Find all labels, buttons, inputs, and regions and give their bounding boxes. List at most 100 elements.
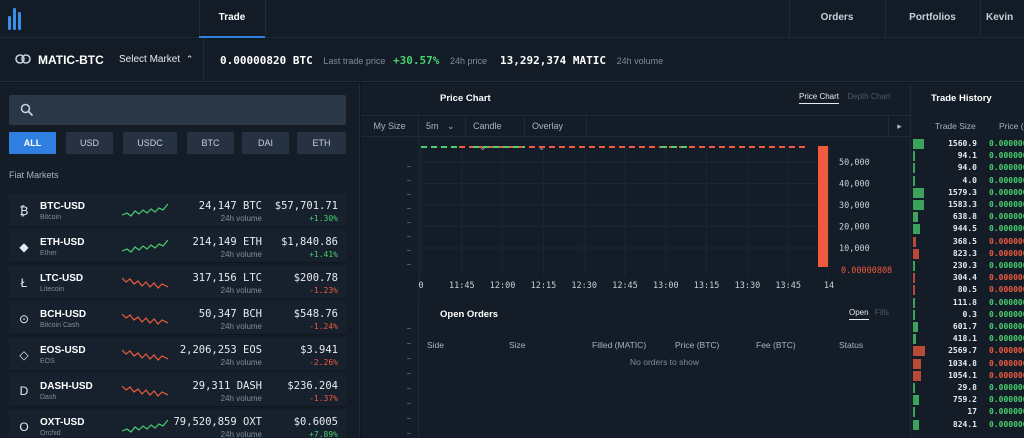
market-row-ltc-usd[interactable]: Ł LTC-USD Litecoin 317,156 LTC 24h volume $20… xyxy=(9,266,346,299)
nav-divider xyxy=(199,0,200,38)
ladder-tick xyxy=(407,166,411,167)
trade-history-row: 304.4 0.000000 xyxy=(911,273,1024,284)
market-symbol: OXT-USD xyxy=(40,417,85,428)
nav-divider xyxy=(885,0,886,38)
trade-history-row: 601.7 0.000000 xyxy=(911,322,1024,332)
market-row-btc-usd[interactable]: ₿ BTC-USD Bitcoin 24,147 BTC 24h volume $57,7… xyxy=(9,194,346,227)
select-market-button[interactable]: Select Market ⌃ xyxy=(119,54,193,65)
trade-size-bar xyxy=(913,224,920,235)
ladder-tick xyxy=(407,264,411,265)
filter-btc[interactable]: BTC xyxy=(187,132,234,154)
sparkline xyxy=(122,203,168,217)
market-volume-label: 24h volume xyxy=(220,214,262,223)
market-volume: 317,156 LTC xyxy=(192,272,262,284)
trade-history-row: 418.1 0.000000 xyxy=(911,334,1024,345)
filter-eth[interactable]: ETH xyxy=(297,132,346,154)
last-price-value: 0.00000820 BTC xyxy=(220,54,313,67)
orders-toggle: Open Fills xyxy=(849,308,890,320)
trade-history-row: 1583.3 0.000000 xyxy=(911,200,1024,210)
toggle-fills[interactable]: Fills xyxy=(874,308,890,317)
sparkline xyxy=(122,313,168,325)
trade-price: 0.000000 xyxy=(989,236,1024,246)
last-price-label: Last trade price xyxy=(323,56,386,66)
market-row-bch-usd[interactable]: ⊙ BCH-USD Bitcoin Cash 50,347 BCH 24h volume… xyxy=(9,302,346,335)
market-change: -1.23% xyxy=(309,286,338,295)
trade-price: 0.000000 xyxy=(989,261,1024,270)
toggle-open[interactable]: Open xyxy=(849,308,869,320)
trade-size-bar xyxy=(913,370,921,381)
exchange-logo-icon[interactable] xyxy=(8,8,26,30)
tab-orders[interactable]: Orders xyxy=(820,12,854,23)
overlay-select[interactable]: Overlay ⌄ xyxy=(525,116,587,152)
market-row-eos-usd[interactable]: ◇ EOS-USD EOS 2,206,253 EOS 24h volume $3.941… xyxy=(9,338,346,371)
market-change: -1.24% xyxy=(309,322,338,331)
trade-price: 0.000000 xyxy=(989,297,1024,307)
market-price: $1,840.86 xyxy=(281,236,338,248)
chart-y-tick-label: 50,000 xyxy=(839,158,870,168)
litecoin-icon: Ł xyxy=(20,276,28,290)
market-symbol: EOS-USD xyxy=(40,345,86,356)
interval-select[interactable]: 5m ⌄ xyxy=(419,116,466,138)
chart-style-value: Candle xyxy=(473,121,502,131)
trade-size: 2569.7 xyxy=(948,346,977,356)
no-orders-message: No orders to show xyxy=(630,357,699,367)
ladder-tick xyxy=(407,194,411,195)
chart-style-select[interactable]: Candle ⌄ xyxy=(466,116,525,152)
link-icon xyxy=(15,54,31,64)
trade-price: 0.000000 xyxy=(989,200,1024,209)
col-filled: Filled (MATIC) xyxy=(592,340,647,350)
user-menu[interactable]: Kevin xyxy=(986,12,1014,23)
market-symbol: BCH-USD xyxy=(40,309,87,320)
col-size: Size xyxy=(509,340,526,350)
trade-price: 0.000000 xyxy=(989,370,1024,380)
trade-history-row: 94.1 0.000000 xyxy=(911,151,1024,162)
my-size-toggle[interactable]: My Size xyxy=(361,116,419,138)
trade-size-bar xyxy=(913,395,919,406)
market-price: $57,701.71 xyxy=(274,200,338,212)
tab-portfolios[interactable]: Portfolios xyxy=(909,12,956,23)
trade-size-bar xyxy=(913,212,918,223)
quote-currency-filters: ALL USD USDC BTC DAI ETH xyxy=(9,132,346,154)
trade-size: 601.7 xyxy=(952,322,977,331)
play-icon[interactable]: ▸ xyxy=(888,116,910,138)
price-chart[interactable]: 0 11:45 12:00 12:15 12:30 12:45 13:00 13:15 13:3… xyxy=(361,138,910,296)
trade-size: 1579.3 xyxy=(948,187,977,197)
market-name: Orchid xyxy=(40,430,61,437)
last-trade-price: 0.00000820 BTC Last trade price xyxy=(220,54,385,67)
market-change: +1.30% xyxy=(309,214,338,223)
market-row-oxt-usd[interactable]: O OXT-USD Orchid 79,520,859 OXT 24h volume $0… xyxy=(9,410,346,438)
market-name: Dash xyxy=(40,394,57,401)
filter-all[interactable]: ALL xyxy=(9,132,56,154)
market-volume: 79,520,859 OXT xyxy=(173,416,262,428)
filter-dai[interactable]: DAI xyxy=(242,132,289,154)
chevron-up-icon: ⌃ xyxy=(185,54,194,64)
trade-size: 944.5 xyxy=(952,224,977,234)
trade-size: 759.2 xyxy=(952,395,977,405)
volume-value: 13,292,374 MATIC xyxy=(500,54,606,67)
market-search-input[interactable] xyxy=(9,95,346,125)
sparkline xyxy=(122,385,168,397)
chevron-down-icon: ⌄ xyxy=(447,121,455,131)
filter-usd[interactable]: USD xyxy=(66,132,113,154)
toggle-depth-chart[interactable]: Depth Chart xyxy=(847,92,891,101)
tab-trade[interactable]: Trade xyxy=(199,0,265,38)
trade-price: 0.000000 xyxy=(989,334,1024,344)
trade-history-row: 824.1 0.000000 xyxy=(911,419,1024,430)
market-row-dash-usd[interactable]: D DASH-USD Dash 29,311 DASH 24h volume $236.2… xyxy=(9,374,346,407)
toggle-price-chart[interactable]: Price Chart xyxy=(799,92,840,104)
trade-size-bar xyxy=(913,419,919,430)
trade-history-row: 1054.1 0.000000 xyxy=(911,370,1024,381)
trade-history-row: 1560.9 0.000000 xyxy=(911,139,1024,149)
nav-divider xyxy=(789,0,790,38)
market-row-eth-usd[interactable]: ◆ ETH-USD Ether 214,149 ETH 24h volume $1,840… xyxy=(9,230,346,263)
bitcoin-icon: ₿ xyxy=(19,204,29,218)
trade-size: 111.8 xyxy=(952,297,977,307)
filter-usdc[interactable]: USDC xyxy=(123,132,177,154)
market-volume: 214,149 ETH xyxy=(192,236,262,248)
chart-x-tick-label: 13:30 xyxy=(735,281,761,291)
sparkline xyxy=(122,349,168,361)
market-symbol: DASH-USD xyxy=(40,381,93,392)
trade-price: 0.000000 xyxy=(989,309,1024,319)
trade-size: 824.1 xyxy=(952,419,977,429)
search-icon xyxy=(20,103,34,117)
